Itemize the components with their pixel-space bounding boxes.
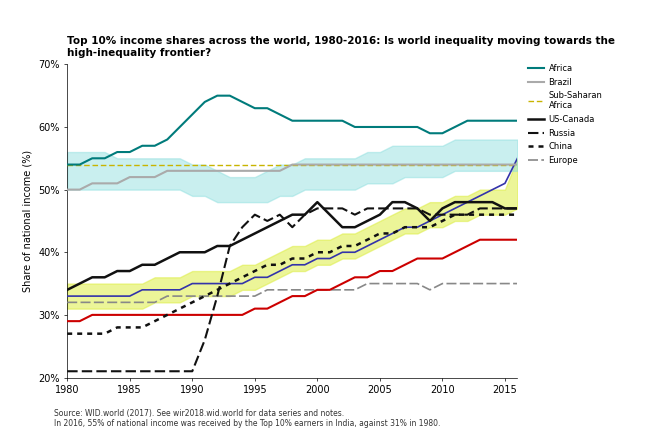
Text: Top 10% income shares across the world, 1980-2016: Is world inequality moving to: Top 10% income shares across the world, … [67,36,615,58]
Text: Source: WID.world (2017). See wir2018.wid.world for data series and notes.: Source: WID.world (2017). See wir2018.wi… [54,409,344,418]
Text: In 2016, 55% of national income was received by the Top 10% earners in India, ag: In 2016, 55% of national income was rece… [54,419,440,428]
Y-axis label: Share of national income (%): Share of national income (%) [22,150,32,292]
Legend: Africa, Brazil, Sub-Saharan
Africa, US-Canada, Russia, China, Europe: Africa, Brazil, Sub-Saharan Africa, US-C… [526,62,604,166]
